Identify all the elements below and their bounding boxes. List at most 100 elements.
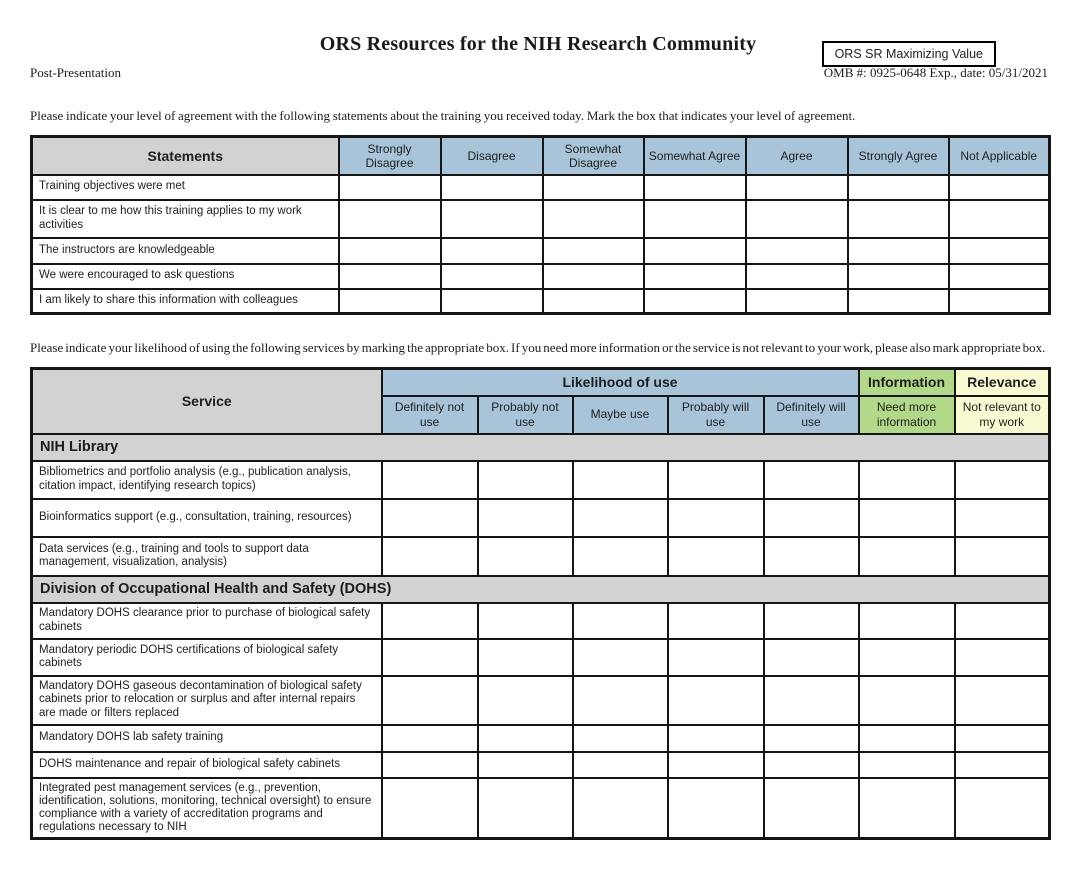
answer-cell[interactable]: [476, 750, 574, 779]
answer-cell[interactable]: [642, 287, 747, 315]
answer-cell[interactable]: [476, 637, 574, 677]
answer-cell[interactable]: [857, 459, 956, 500]
answer-cell[interactable]: [380, 637, 479, 677]
service-label: Mandatory DOHS gaseous decontamination o…: [30, 674, 383, 726]
answer-cell[interactable]: [541, 262, 645, 290]
answer-cell[interactable]: [439, 262, 544, 290]
answer-cell[interactable]: [953, 674, 1051, 726]
answer-cell[interactable]: [846, 287, 950, 315]
answer-cell[interactable]: [666, 601, 765, 640]
answer-cell[interactable]: [439, 198, 544, 239]
answer-cell[interactable]: [762, 674, 860, 726]
answer-cell[interactable]: [380, 674, 479, 726]
answer-cell[interactable]: [846, 173, 950, 201]
answer-cell[interactable]: [953, 601, 1051, 640]
answer-cell[interactable]: [439, 287, 544, 315]
answer-cell[interactable]: [337, 262, 442, 290]
answer-cell[interactable]: [857, 750, 956, 779]
answer-cell[interactable]: [762, 497, 860, 538]
answer-cell[interactable]: [857, 497, 956, 538]
answer-cell[interactable]: [953, 776, 1051, 840]
answer-cell[interactable]: [571, 674, 669, 726]
answer-cell[interactable]: [476, 723, 574, 753]
answer-cell[interactable]: [571, 601, 669, 640]
answer-cell[interactable]: [953, 723, 1051, 753]
answer-cell[interactable]: [571, 637, 669, 677]
answer-cell[interactable]: [571, 723, 669, 753]
answer-cell[interactable]: [337, 287, 442, 315]
answer-cell[interactable]: [571, 497, 669, 538]
answer-cell[interactable]: [439, 173, 544, 201]
answer-cell[interactable]: [744, 173, 849, 201]
answer-cell[interactable]: [666, 637, 765, 677]
answer-cell[interactable]: [541, 287, 645, 315]
answer-cell[interactable]: [571, 750, 669, 779]
answer-cell[interactable]: [439, 236, 544, 265]
answer-cell[interactable]: [380, 535, 479, 577]
answer-cell[interactable]: [476, 497, 574, 538]
answer-cell[interactable]: [846, 262, 950, 290]
answer-cell[interactable]: [571, 459, 669, 500]
answer-cell[interactable]: [476, 459, 574, 500]
answer-cell[interactable]: [337, 236, 442, 265]
answer-cell[interactable]: [380, 601, 479, 640]
answer-cell[interactable]: [744, 198, 849, 239]
answer-cell[interactable]: [666, 723, 765, 753]
answer-cell[interactable]: [762, 535, 860, 577]
answer-cell[interactable]: [642, 236, 747, 265]
answer-cell[interactable]: [571, 535, 669, 577]
answer-cell[interactable]: [380, 750, 479, 779]
answer-cell[interactable]: [953, 535, 1051, 577]
answer-cell[interactable]: [666, 535, 765, 577]
answer-cell[interactable]: [666, 674, 765, 726]
answer-cell[interactable]: [541, 198, 645, 239]
answer-cell[interactable]: [953, 497, 1051, 538]
answer-cell[interactable]: [857, 637, 956, 677]
answer-cell[interactable]: [380, 459, 479, 500]
answer-cell[interactable]: [762, 601, 860, 640]
answer-cell[interactable]: [666, 776, 765, 840]
answer-cell[interactable]: [744, 287, 849, 315]
answer-cell[interactable]: [666, 750, 765, 779]
answer-cell[interactable]: [846, 198, 950, 239]
answer-cell[interactable]: [337, 198, 442, 239]
answer-cell[interactable]: [337, 173, 442, 201]
answer-cell[interactable]: [762, 459, 860, 500]
answer-cell[interactable]: [666, 497, 765, 538]
answer-cell[interactable]: [857, 601, 956, 640]
answer-cell[interactable]: [762, 723, 860, 753]
table-row: Mandatory periodic DOHS certifications o…: [30, 637, 1051, 677]
answer-cell[interactable]: [762, 776, 860, 840]
answer-cell[interactable]: [541, 236, 645, 265]
answer-cell[interactable]: [476, 776, 574, 840]
answer-cell[interactable]: [541, 173, 645, 201]
answer-cell[interactable]: [762, 750, 860, 779]
answer-cell[interactable]: [642, 173, 747, 201]
answer-cell[interactable]: [571, 776, 669, 840]
answer-cell[interactable]: [947, 198, 1051, 239]
answer-cell[interactable]: [476, 674, 574, 726]
answer-cell[interactable]: [762, 637, 860, 677]
answer-cell[interactable]: [857, 674, 956, 726]
answer-cell[interactable]: [846, 236, 950, 265]
answer-cell[interactable]: [380, 776, 479, 840]
answer-cell[interactable]: [953, 459, 1051, 500]
answer-cell[interactable]: [857, 723, 956, 753]
answer-cell[interactable]: [380, 723, 479, 753]
answer-cell[interactable]: [947, 236, 1051, 265]
answer-cell[interactable]: [953, 637, 1051, 677]
answer-cell[interactable]: [947, 262, 1051, 290]
answer-cell[interactable]: [476, 601, 574, 640]
answer-cell[interactable]: [857, 776, 956, 840]
answer-cell[interactable]: [642, 262, 747, 290]
answer-cell[interactable]: [744, 262, 849, 290]
answer-cell[interactable]: [947, 287, 1051, 315]
answer-cell[interactable]: [857, 535, 956, 577]
answer-cell[interactable]: [380, 497, 479, 538]
answer-cell[interactable]: [744, 236, 849, 265]
answer-cell[interactable]: [642, 198, 747, 239]
answer-cell[interactable]: [666, 459, 765, 500]
answer-cell[interactable]: [953, 750, 1051, 779]
answer-cell[interactable]: [947, 173, 1051, 201]
answer-cell[interactable]: [476, 535, 574, 577]
